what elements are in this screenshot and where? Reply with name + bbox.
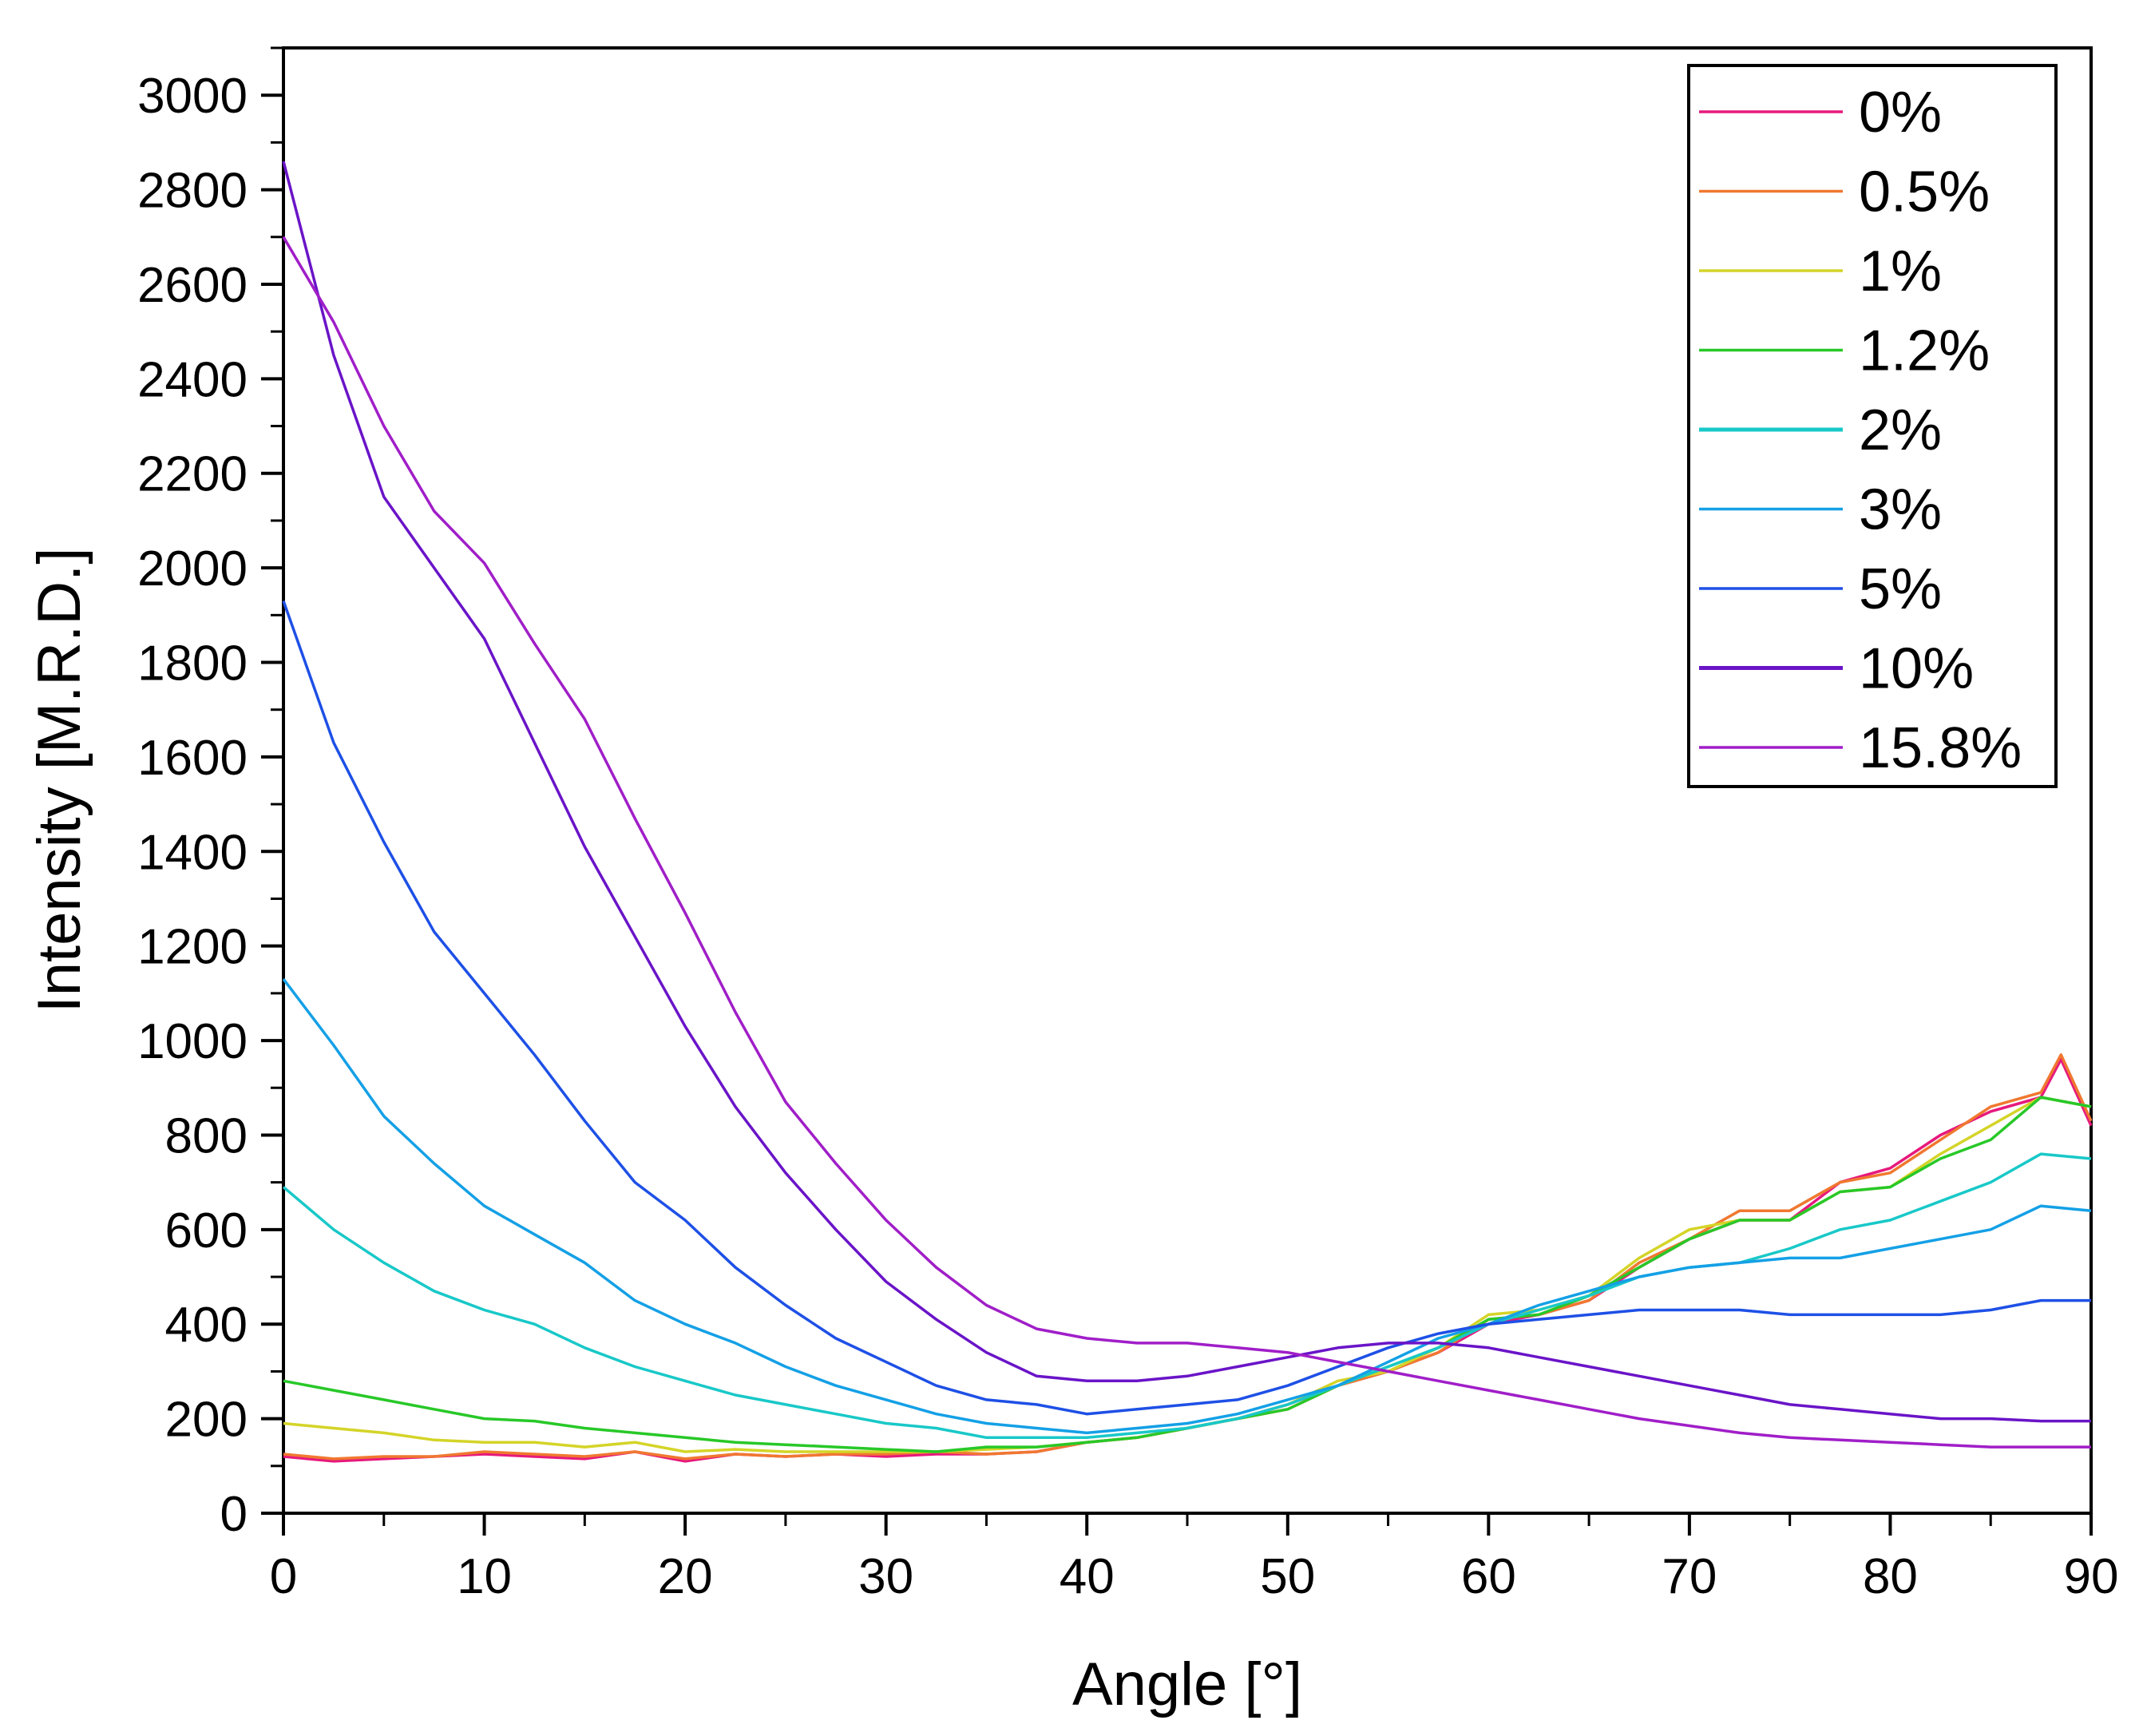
y-tick-label: 1400 (137, 825, 248, 880)
y-axis-title: Intensity [M.R.D.] (26, 548, 93, 1013)
y-tick-label: 2200 (137, 447, 248, 502)
series-line-4 (282, 1152, 2092, 1440)
legend-label: 0.5% (1859, 161, 1990, 224)
series-line-2 (283, 1096, 2092, 1453)
y-axis-ticks: 0 200 400 600 800 1000 1200 1400 1600 1800 2000 220… (137, 46, 283, 1542)
y-tick-label: 1000 (137, 1014, 248, 1069)
series-line-5 (282, 978, 2092, 1435)
y-tick-label: 2400 (137, 352, 248, 407)
series-line-8 (282, 236, 2091, 1449)
x-tick-label: 90 (2064, 1549, 2119, 1604)
legend: 0% 0.5% 1% 1.2% 2% 3% 5% 10% 15.8% (1687, 64, 2058, 788)
x-axis-title: Angle [°] (1072, 1651, 1302, 1718)
y-tick-label: 1800 (137, 636, 248, 692)
x-tick-label: 30 (858, 1549, 913, 1604)
y-tick-label: 2600 (137, 258, 248, 313)
legend-label: 0% (1859, 81, 1942, 145)
series-line-7 (282, 161, 2091, 1423)
legend-label: 1% (1859, 240, 1942, 303)
y-tick-label: 200 (165, 1393, 248, 1448)
legend-label: 5% (1859, 557, 1942, 621)
x-tick-label: 80 (1863, 1549, 1918, 1604)
y-tick-label: 0 (220, 1487, 248, 1542)
y-tick-label: 600 (165, 1203, 248, 1258)
x-tick-label: 60 (1461, 1549, 1516, 1604)
x-tick-label: 20 (658, 1549, 713, 1604)
x-tick-label: 0 (270, 1549, 297, 1604)
x-tick-label: 70 (1662, 1549, 1717, 1604)
y-tick-label: 2000 (137, 541, 248, 597)
legend-label: 1.2% (1859, 319, 1990, 383)
x-tick-label: 10 (457, 1549, 512, 1604)
legend-label: 2% (1859, 398, 1942, 462)
series-line-0 (283, 1057, 2093, 1463)
x-tick-label: 50 (1260, 1549, 1315, 1604)
legend-label: 3% (1859, 478, 1942, 542)
legend-label: 10% (1859, 637, 1974, 701)
y-tick-label: 1600 (137, 731, 248, 786)
x-tick-label: 40 (1060, 1549, 1115, 1604)
series-line-6 (282, 600, 2091, 1416)
y-tick-label: 400 (165, 1298, 248, 1353)
series-lines (282, 161, 2093, 1463)
y-tick-label: 1200 (137, 920, 248, 975)
y-tick-label: 800 (165, 1108, 248, 1163)
y-tick-label: 3000 (137, 69, 248, 124)
y-tick-label: 2800 (137, 164, 248, 219)
x-axis-ticks: 0 10 20 30 40 50 60 70 80 90 (270, 1513, 2119, 1604)
series-line-3 (283, 1096, 2092, 1453)
legend-label: 15.8% (1859, 716, 2022, 780)
